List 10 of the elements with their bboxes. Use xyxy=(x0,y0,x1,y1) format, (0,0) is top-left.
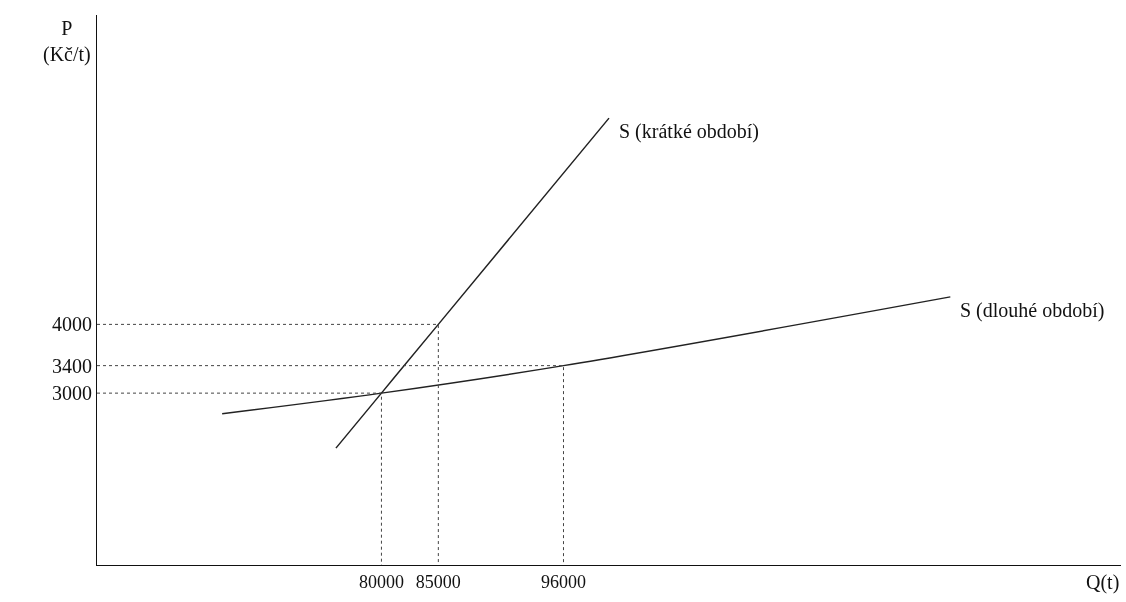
y-axis-title: P (Kč/t) xyxy=(43,17,91,66)
series-label: S (krátké období) xyxy=(619,120,759,143)
x-tick-label: 80000 xyxy=(358,571,404,592)
y-tick-label: 3400 xyxy=(52,354,92,377)
x-tick-label: 85000 xyxy=(415,571,461,592)
x-tick-label: 96000 xyxy=(540,571,586,592)
series-label: S (dlouhé období) xyxy=(960,299,1105,322)
x-axis-title: Q(t) xyxy=(1086,571,1120,594)
y-tick-label: 4000 xyxy=(52,313,92,336)
y-tick-label: 3000 xyxy=(52,382,92,405)
